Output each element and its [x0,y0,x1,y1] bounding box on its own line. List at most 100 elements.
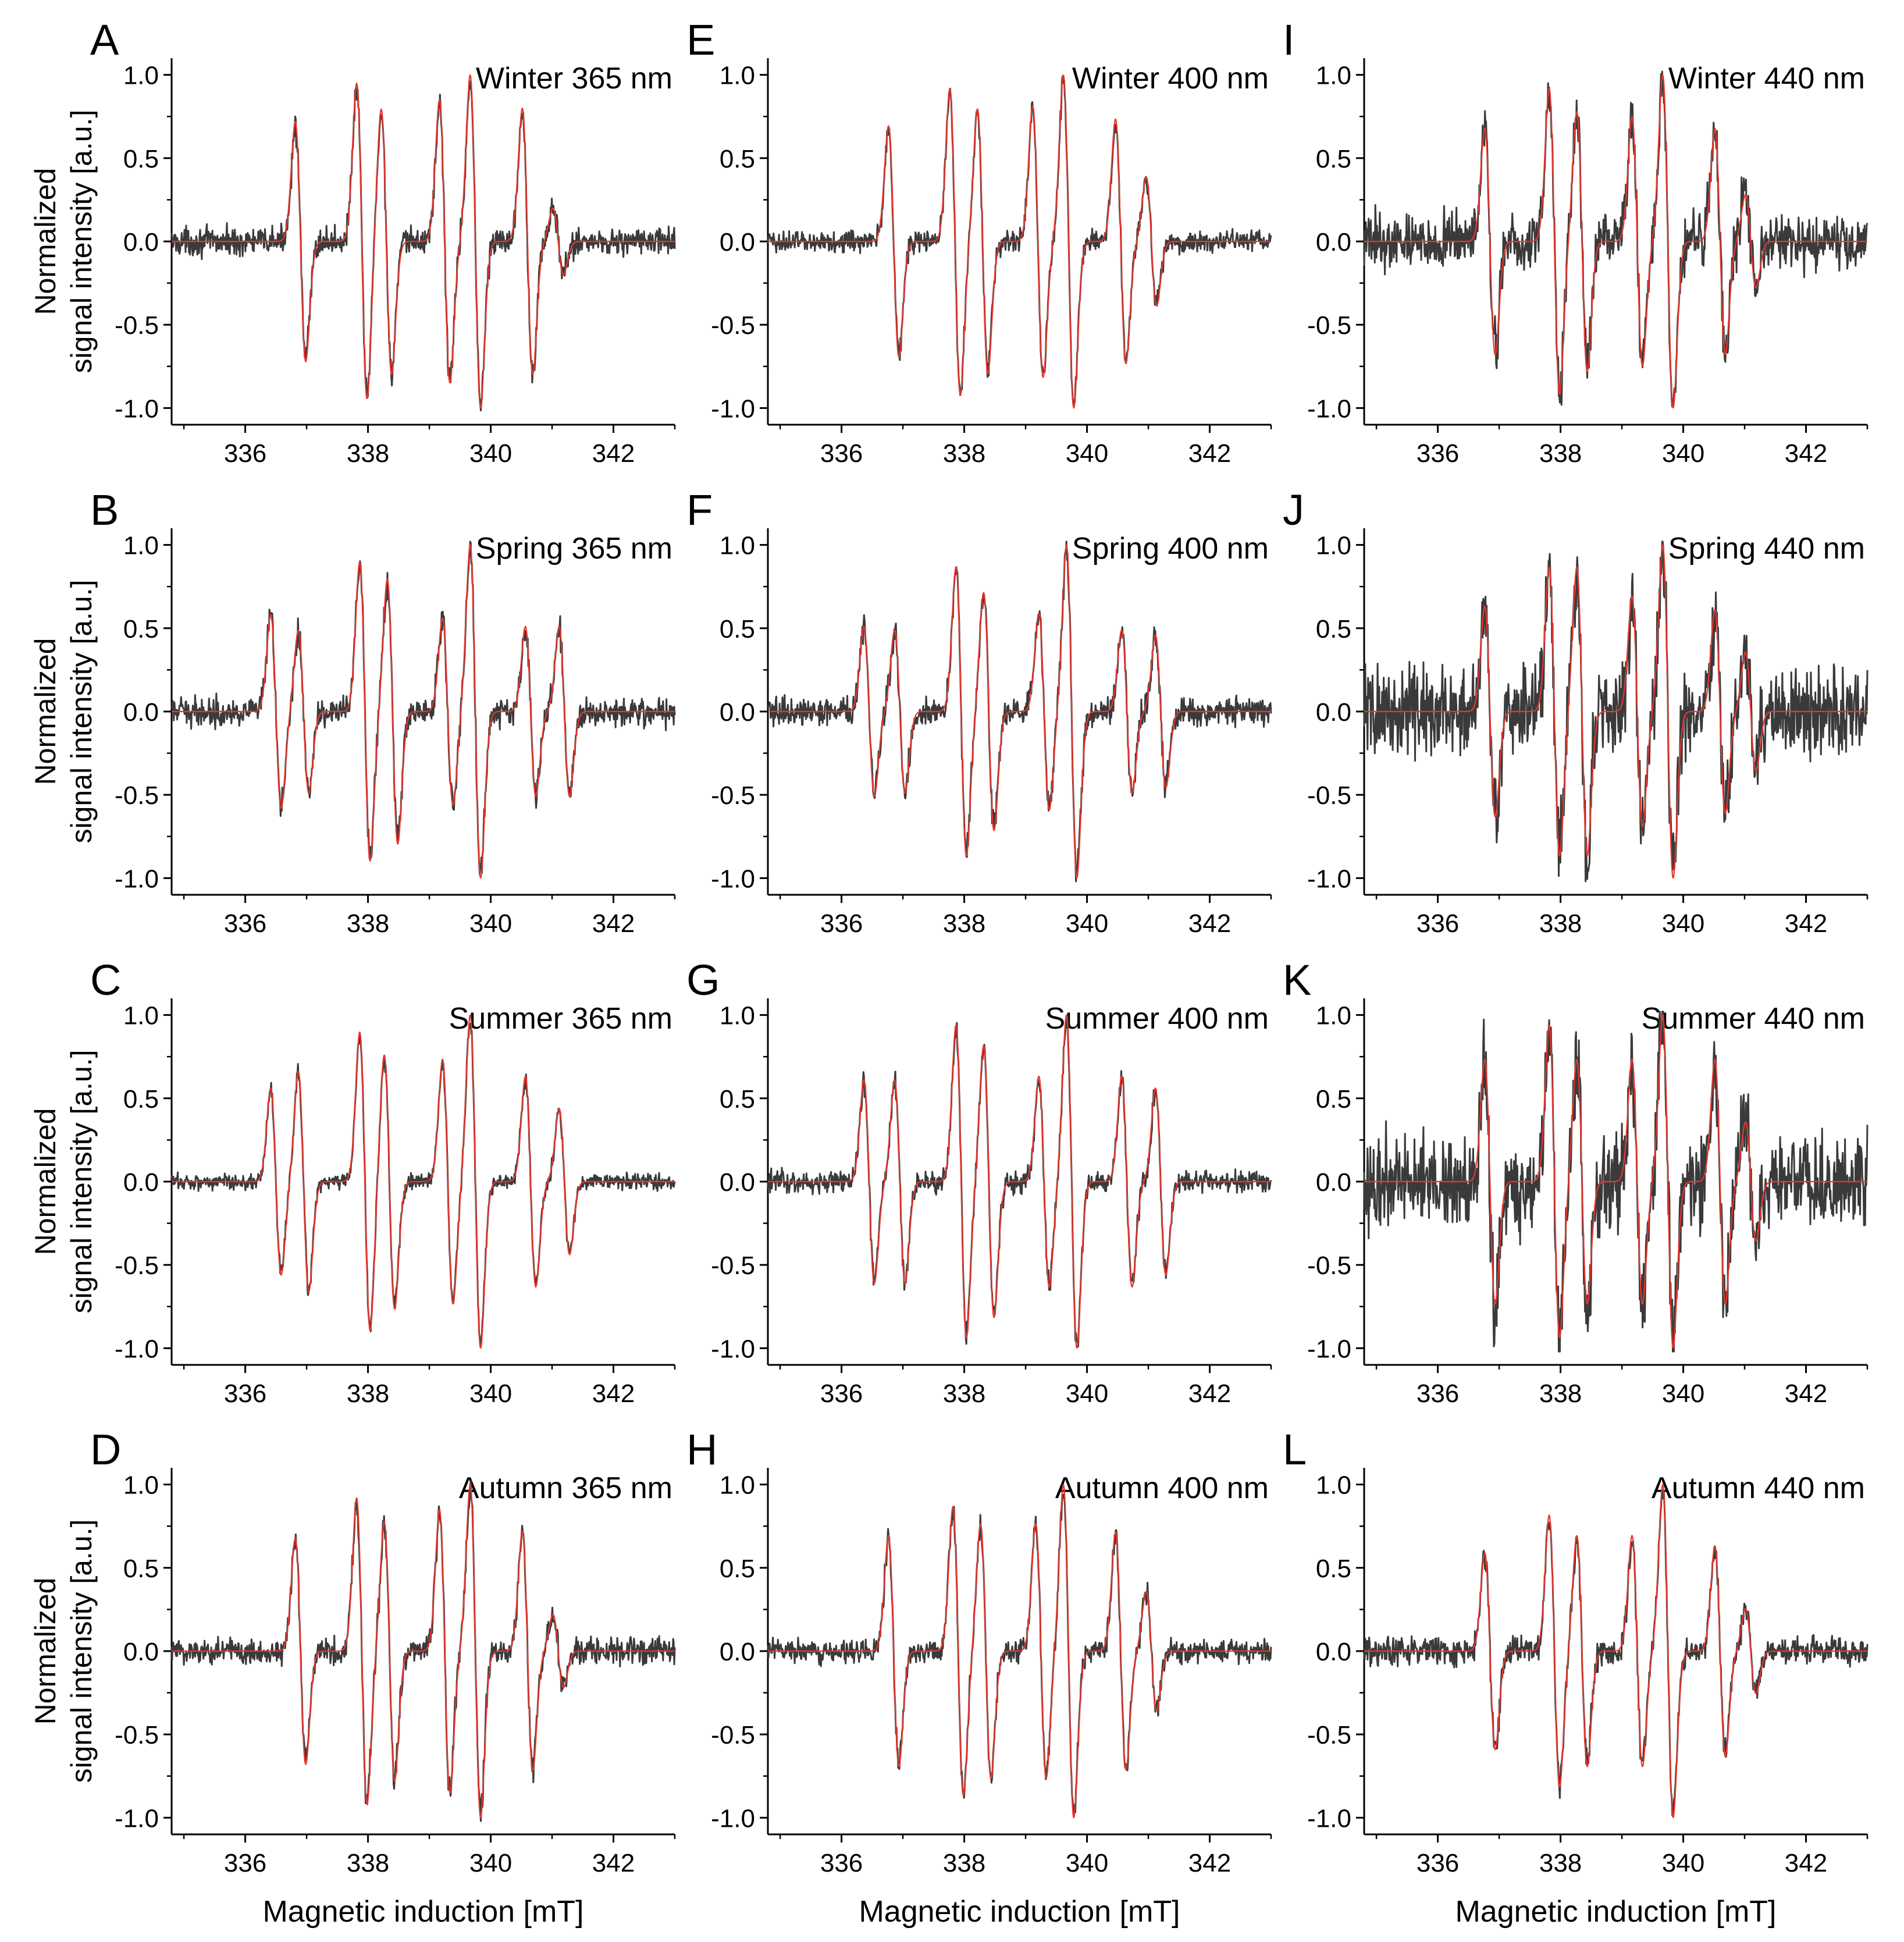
y-tick-label: 0.5 [1316,615,1351,643]
x-tick-label: 340 [1662,439,1704,468]
y-tick-label: 1.0 [1316,1471,1351,1500]
x-tick-label: 342 [592,909,635,938]
x-tick-label: 338 [1539,439,1582,468]
x-tick-label: 338 [1539,1849,1582,1877]
x-tick-label: 336 [224,909,266,938]
x-tick-label: 338 [347,439,389,468]
y-tick-label: -0.5 [115,781,159,810]
panel-letter: B [90,486,119,534]
y-tick-label: 0.0 [123,1638,159,1666]
panel-title: Spring 400 nm [1072,532,1269,565]
y-axis-label-line1: Normalized [29,1108,62,1255]
y-tick-label: 1.0 [123,1002,159,1030]
panel-letter: A [90,16,119,64]
y-tick-label: -1.0 [115,1335,159,1363]
x-tick-label: 342 [1188,909,1231,938]
panel-letter: L [1283,1425,1307,1474]
y-tick-label: 0.0 [1316,1168,1351,1197]
y-tick-label: 1.0 [123,62,159,90]
panel-title: Summer 400 nm [1045,1002,1269,1036]
x-tick-label: 340 [1662,1849,1704,1877]
y-tick-label: -0.5 [711,781,755,810]
y-tick-label: 0.5 [123,1085,159,1114]
y-tick-label: -1.0 [115,865,159,893]
y-tick-label: 0.5 [720,145,755,173]
x-tick-label: 342 [1188,439,1231,468]
fit-spectrum-line [767,1484,1272,1819]
panel-h: H Autumn 400 nm 1.0 0.5 0.0 -0.5 -1.0 336 338 340… [686,1425,1272,1929]
x-tick-label: 342 [1785,439,1827,468]
panel-title: Autumn 400 nm [1055,1471,1269,1505]
x-tick-label: 338 [943,1849,985,1877]
panel-a: A Winter 365 nm 1.0 0.5 0.0 -0.5 -1.0 336 338 340… [29,16,676,468]
x-tick-label: 336 [224,1379,266,1408]
fit-spectrum-line [171,544,675,879]
y-tick-label: -0.5 [115,1251,159,1280]
x-tick-label: 336 [224,1849,266,1877]
experimental-spectrum-line [170,540,676,875]
x-tick-label: 340 [1662,909,1704,938]
y-tick-label: 0.0 [123,698,159,727]
y-tick-label: -0.5 [1307,1721,1351,1749]
y-tick-label: 0.5 [1316,1555,1351,1583]
y-tick-label: 0.5 [1316,145,1351,173]
x-tick-label: 340 [1662,1379,1704,1408]
y-tick-label: -1.0 [115,394,159,423]
x-tick-label: 342 [592,439,635,468]
y-tick-label: 1.0 [1316,532,1351,560]
y-tick-label: 0.0 [1316,228,1351,257]
y-tick-label: 0.0 [720,698,755,727]
y-tick-label: -1.0 [1307,394,1351,423]
panel-e: E Winter 400 nm 1.0 0.5 0.0 -0.5 -1.0 336 338 340… [686,16,1272,468]
experimental-spectrum-line [767,540,1272,883]
panel-title: Spring 440 nm [1668,532,1865,565]
panel-f: F Spring 400 nm 1.0 0.5 0.0 -0.5 -1.0 336 338 340… [686,486,1272,938]
y-tick-label: -1.0 [711,1335,755,1363]
x-tick-label: 340 [469,439,512,468]
x-tick-label: 338 [347,1849,389,1877]
y-tick-label: -0.5 [1307,781,1351,810]
x-tick-label: 336 [820,439,863,468]
experimental-spectrum-line [170,80,676,411]
x-tick-label: 336 [1417,1849,1459,1877]
x-tick-label: 342 [592,1379,635,1408]
y-tick-label: -1.0 [1307,865,1351,893]
experimental-spectrum-line [767,1493,1272,1815]
y-tick-label: -1.0 [1307,1335,1351,1363]
fit-spectrum-line [171,74,675,409]
y-tick-label: 0.0 [720,1168,755,1197]
panel-k: K Summer 440 nm 1.0 0.5 0.0 -0.5 -1.0 336 338 340… [1283,956,1869,1408]
fit-spectrum-line [767,544,1272,879]
y-axis-label-line2: signal intensity [a.u.] [65,1519,98,1783]
fit-spectrum-line [1364,1484,1868,1818]
y-tick-label: 1.0 [720,1002,755,1030]
x-tick-label: 342 [1188,1379,1231,1408]
x-tick-label: 338 [347,1379,389,1408]
panel-letter: E [686,16,715,64]
y-tick-label: -0.5 [1307,311,1351,340]
y-tick-label: 1.0 [720,532,755,560]
y-tick-label: 0.5 [1316,1085,1351,1114]
y-tick-label: 0.0 [123,228,159,257]
x-tick-label: 336 [820,909,863,938]
x-tick-label: 342 [1785,1379,1827,1408]
y-tick-label: 0.5 [123,145,159,173]
panel-letter: J [1283,486,1304,534]
y-tick-label: 0.5 [123,615,159,643]
x-axis-label: Magnetic induction [mT] [262,1895,583,1929]
x-tick-label: 340 [1066,1849,1108,1877]
panel-letter: D [90,1425,121,1474]
y-axis-label-line1: Normalized [29,638,62,785]
x-tick-label: 340 [469,1379,512,1408]
x-tick-label: 340 [1066,439,1108,468]
y-tick-label: 1.0 [1316,62,1351,90]
experimental-spectrum-line [1363,70,1869,408]
y-tick-label: -0.5 [711,1721,755,1749]
y-tick-label: 0.5 [123,1555,159,1583]
y-tick-label: -0.5 [711,1251,755,1280]
y-tick-label: 0.0 [1316,698,1351,727]
experimental-spectrum-line [170,1022,676,1347]
x-tick-label: 340 [469,909,512,938]
y-tick-label: 0.5 [720,1555,755,1583]
